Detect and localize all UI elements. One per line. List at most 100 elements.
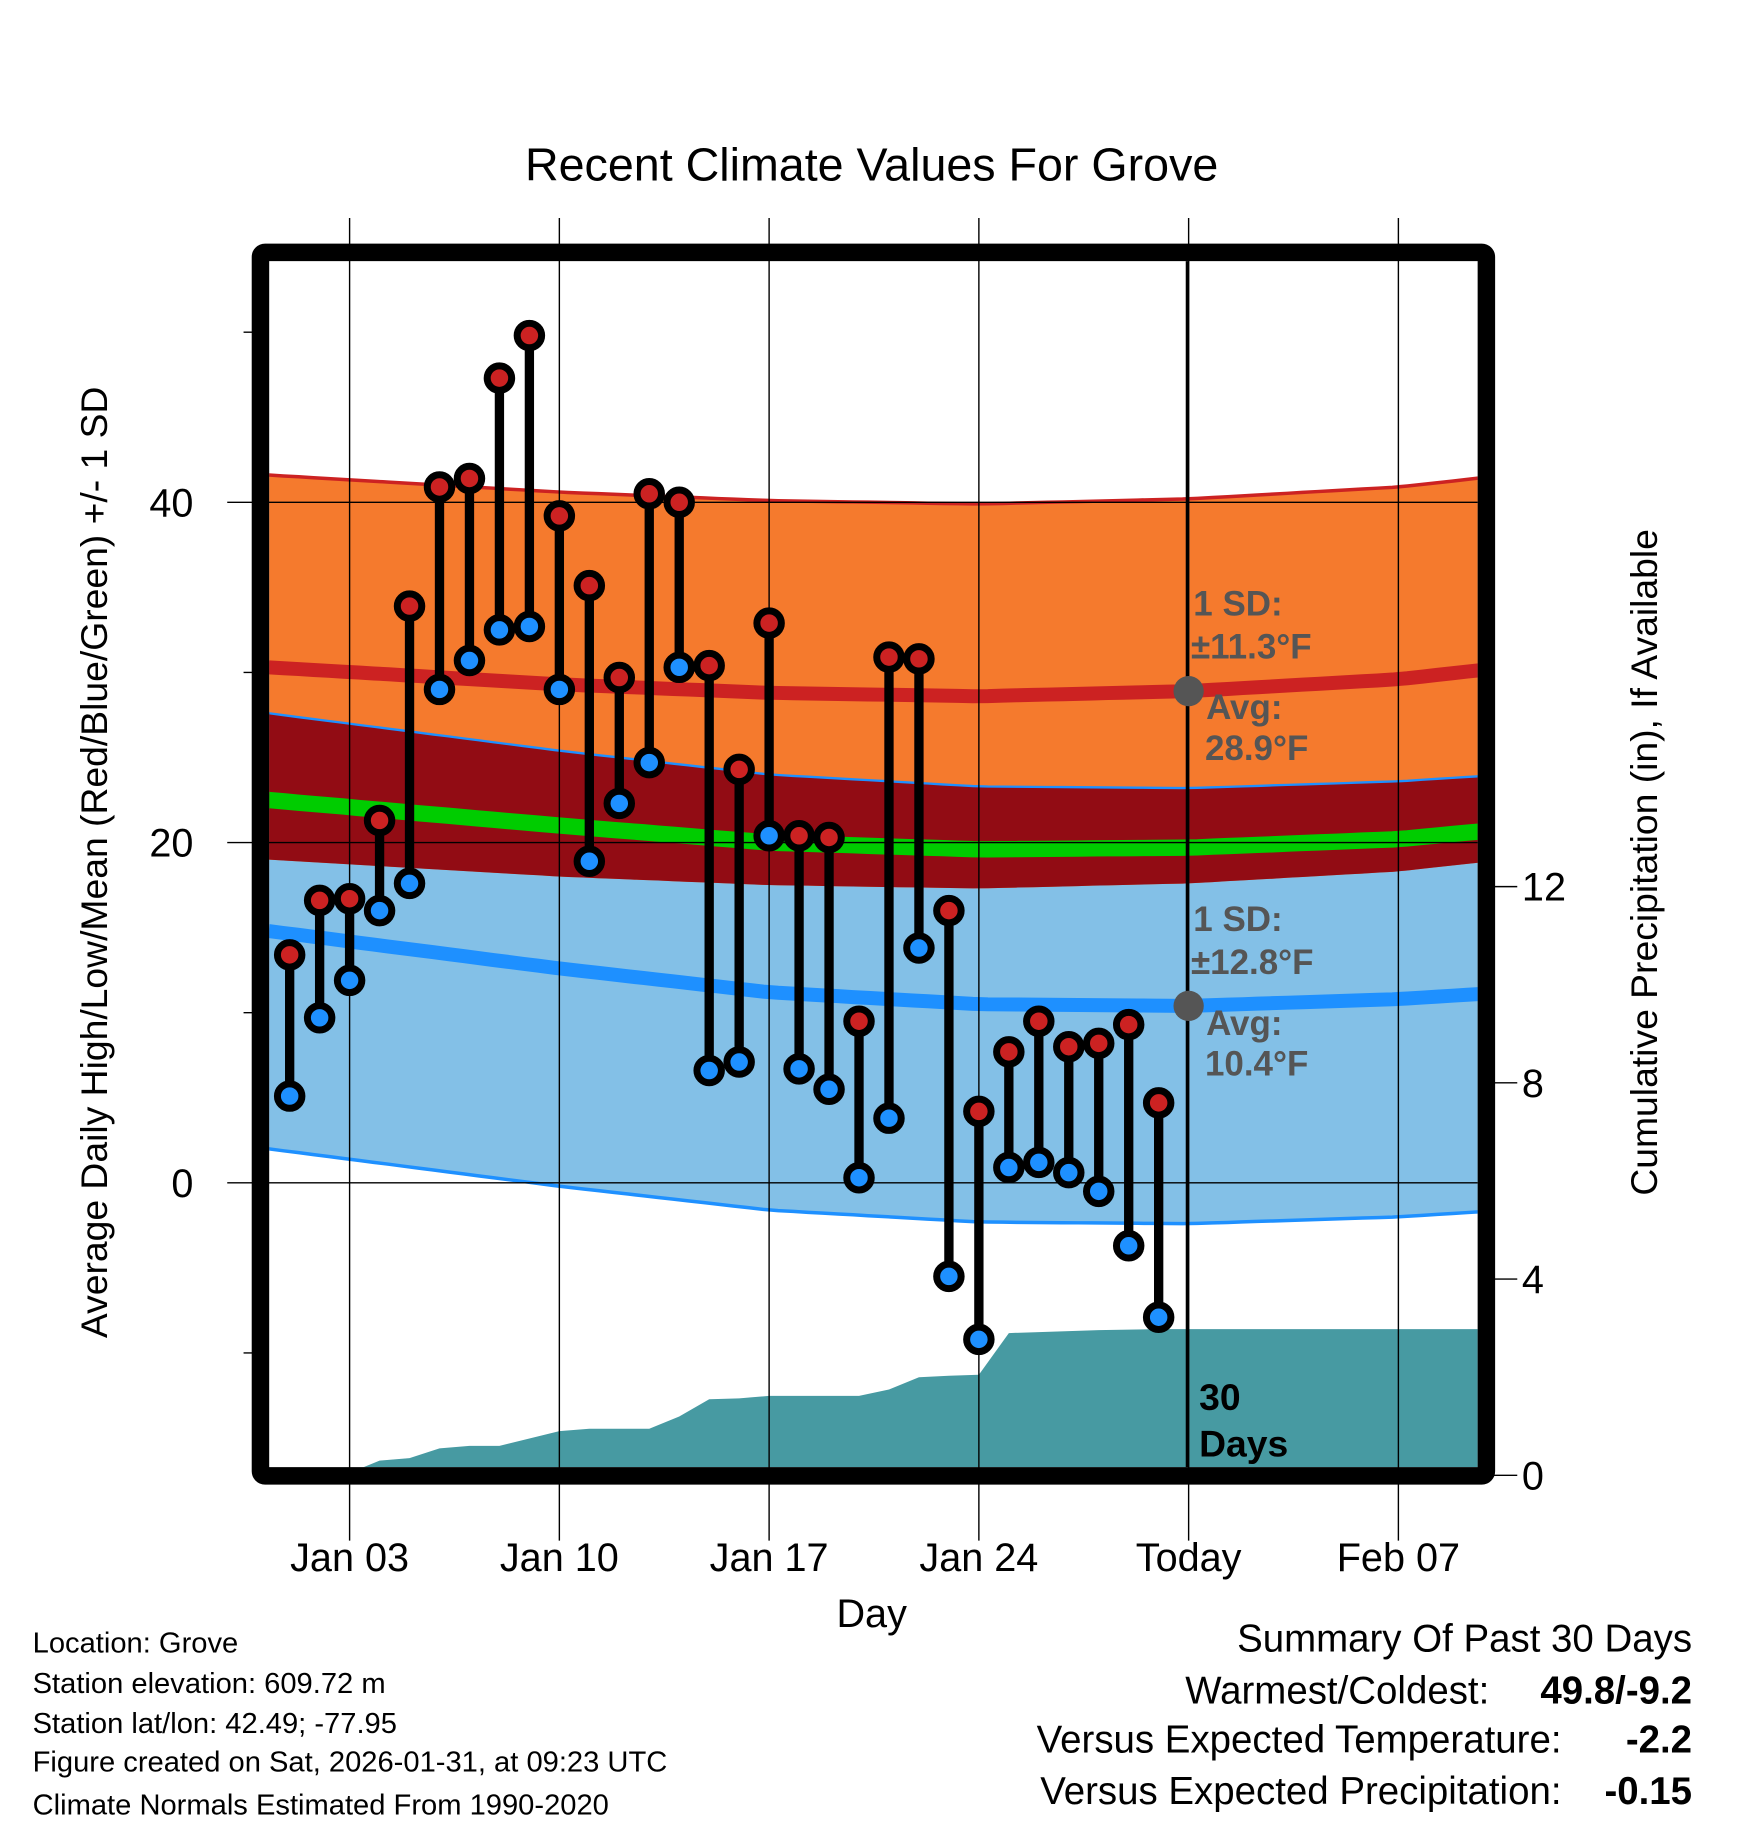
warmest-label: Warmest/Coldest: bbox=[1185, 1670, 1489, 1713]
daily-low-point bbox=[933, 1260, 965, 1293]
low-plus-sd-line bbox=[269, 712, 1478, 790]
daily-low-point bbox=[483, 614, 516, 646]
daily-high-point bbox=[1053, 1030, 1085, 1063]
daily-low-point bbox=[603, 787, 636, 820]
plot-frame bbox=[251, 243, 1496, 1485]
high-avg-value: 28.9°F bbox=[1205, 729, 1308, 768]
daily-high-point bbox=[753, 607, 785, 639]
y-axis-left-label: Average Daily High/Low/Mean (Red/Blue/Gr… bbox=[73, 387, 115, 1338]
daily-low-point bbox=[393, 867, 426, 900]
mean-low-line bbox=[269, 924, 1478, 1013]
info-location: Location: Grove bbox=[33, 1627, 239, 1659]
daily-low-point bbox=[453, 644, 486, 677]
normal-bands bbox=[269, 473, 1478, 1226]
daily-low-point bbox=[663, 651, 695, 684]
daily-high-point bbox=[903, 643, 935, 675]
temp-value: -2.2 bbox=[1626, 1719, 1692, 1762]
x-tick-label: Jan 24 bbox=[919, 1536, 1038, 1580]
daily-low-point bbox=[963, 1323, 995, 1356]
precip-value: -0.15 bbox=[1604, 1770, 1692, 1813]
daily-high-point bbox=[693, 649, 725, 682]
precip-label: Versus Expected Precipitation: bbox=[1040, 1770, 1561, 1813]
high-sd-value: ±11.3°F bbox=[1191, 627, 1312, 666]
days-count-label: 30 bbox=[1199, 1376, 1240, 1418]
y-right-tick-label: 8 bbox=[1522, 1062, 1544, 1106]
daily-high-point bbox=[453, 462, 486, 495]
low-avg-value: 10.4°F bbox=[1205, 1045, 1308, 1084]
info-elevation: Station elevation: 609.72 m bbox=[33, 1668, 386, 1700]
low-sd-label: 1 SD: bbox=[1193, 900, 1282, 939]
daily-bars bbox=[273, 319, 1204, 1356]
daily-low-point bbox=[423, 673, 456, 706]
daily-low-point bbox=[813, 1073, 845, 1105]
info-created: Figure created on Sat, 2026-01-31, at 09… bbox=[33, 1746, 668, 1778]
daily-low-point bbox=[1083, 1175, 1115, 1208]
daily-low-point bbox=[843, 1162, 875, 1194]
daily-low-point bbox=[333, 964, 366, 997]
y-right-tick-label: 0 bbox=[1522, 1454, 1544, 1498]
mean-low-today-marker bbox=[1173, 990, 1204, 1022]
daily-low-point bbox=[1142, 1301, 1175, 1333]
daily-low-point bbox=[573, 845, 606, 878]
daily-high-point bbox=[1112, 1008, 1145, 1041]
daily-high-point bbox=[1083, 1027, 1115, 1060]
summary-title: Summary Of Past 30 Days bbox=[1237, 1617, 1692, 1660]
daily-low-point bbox=[993, 1151, 1025, 1184]
high-sd-label: 1 SD: bbox=[1193, 584, 1282, 623]
normal-annotations: 1 SD: ±11.3°F Avg: 28.9°F 1 SD: ±12.8°F … bbox=[1191, 584, 1314, 1464]
daily-high-point bbox=[273, 939, 306, 971]
daily-low-point bbox=[903, 932, 935, 964]
low-minus-sd-line bbox=[269, 1147, 1478, 1226]
daily-high-point bbox=[633, 478, 665, 510]
daily-low-point bbox=[783, 1053, 815, 1085]
x-tick-label: Feb 07 bbox=[1337, 1536, 1460, 1580]
x-tick-label: Jan 17 bbox=[710, 1536, 829, 1580]
chart-title: Recent Climate Values For Grove bbox=[525, 139, 1218, 191]
daily-low-point bbox=[1053, 1156, 1085, 1189]
daily-high-point bbox=[993, 1036, 1025, 1068]
daily-high-point bbox=[873, 641, 905, 673]
y-left-tick-label: 40 bbox=[149, 481, 193, 525]
daily-high-point bbox=[783, 820, 815, 852]
daily-low-point bbox=[633, 746, 665, 779]
mean-high-today-marker bbox=[1173, 675, 1204, 707]
daily-high-point bbox=[603, 661, 636, 694]
daily-low-point bbox=[753, 820, 785, 852]
daily-high-point bbox=[483, 362, 516, 394]
daily-high-point bbox=[423, 471, 456, 503]
daily-low-point bbox=[873, 1102, 905, 1134]
daily-high-point bbox=[363, 804, 396, 837]
daily-high-point bbox=[333, 882, 366, 915]
y-axis-right-label: Cumulative Precipitation (in), If Availa… bbox=[1623, 529, 1665, 1196]
daily-high-point bbox=[813, 821, 845, 854]
daily-low-point bbox=[513, 610, 546, 643]
daily-low-point bbox=[363, 894, 396, 927]
daily-high-point bbox=[513, 319, 546, 352]
x-tick-label: Today bbox=[1136, 1536, 1242, 1580]
x-tick-label: Jan 03 bbox=[290, 1536, 409, 1580]
mean-high-line bbox=[269, 660, 1478, 704]
y-left-tick-label: 20 bbox=[149, 822, 193, 866]
info-latlon: Station lat/lon: 42.49; -77.95 bbox=[33, 1708, 397, 1740]
daily-high-point bbox=[843, 1005, 875, 1037]
x-axis-label: Day bbox=[836, 1592, 907, 1636]
x-tick-label: Jan 10 bbox=[500, 1536, 619, 1580]
daily-high-point bbox=[663, 486, 695, 519]
daily-high-point bbox=[393, 590, 426, 622]
daily-high-point bbox=[1023, 1005, 1055, 1037]
precipitation-area bbox=[363, 1329, 1478, 1468]
low-sd-value: ±12.8°F bbox=[1191, 943, 1314, 982]
daily-high-point bbox=[1142, 1087, 1175, 1119]
daily-high-point bbox=[933, 894, 965, 927]
mean-line bbox=[269, 791, 1478, 858]
daily-high-point bbox=[723, 753, 755, 786]
daily-low-point bbox=[1112, 1230, 1145, 1262]
daily-high-point bbox=[573, 569, 606, 602]
cumulative-precip-area bbox=[363, 1329, 1478, 1468]
temp-label: Versus Expected Temperature: bbox=[1037, 1719, 1562, 1762]
y-left-tick-label: 0 bbox=[171, 1162, 193, 1206]
y-right-tick-label: 4 bbox=[1522, 1258, 1544, 1302]
daily-high-point bbox=[963, 1095, 995, 1128]
station-info: Location: Grove Station elevation: 609.7… bbox=[33, 1627, 668, 1821]
